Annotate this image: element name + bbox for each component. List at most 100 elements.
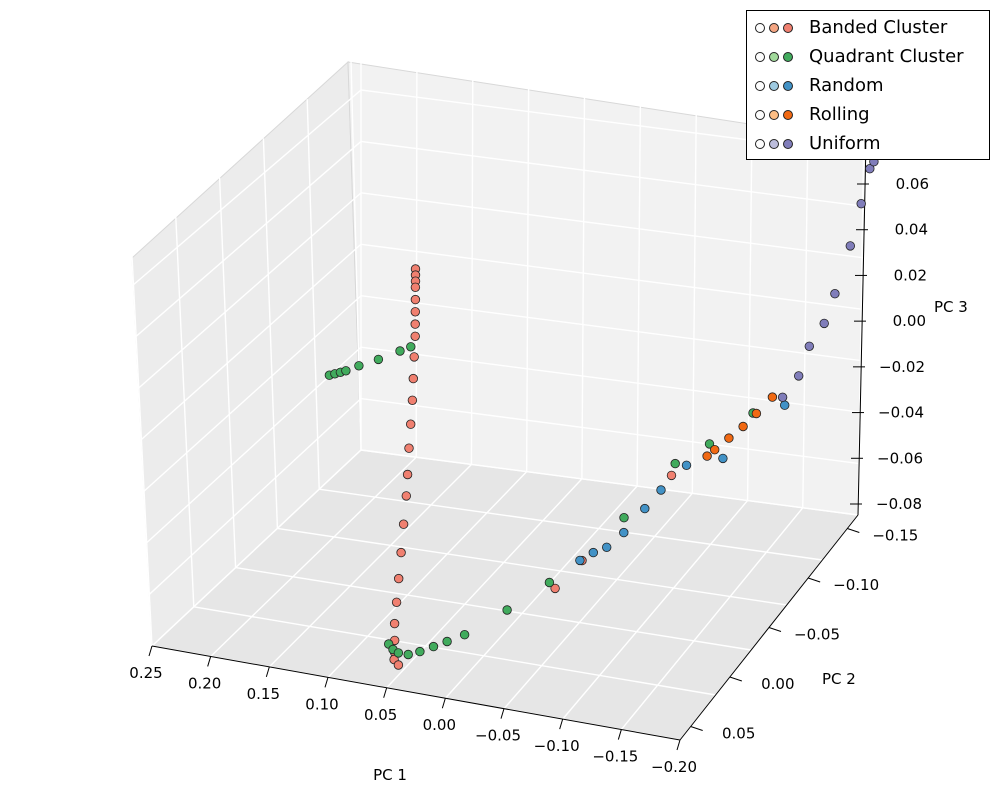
back-gridline-x <box>636 96 642 487</box>
back-gridline-z <box>360 397 860 465</box>
x-tick-mark <box>265 666 270 678</box>
floor-gridline-x <box>210 456 417 657</box>
data-point <box>410 282 421 293</box>
data-point <box>404 443 414 453</box>
legend-marker-dot <box>755 109 765 120</box>
x-axis-label: PC 1 <box>373 766 407 784</box>
legend-label: Random <box>809 75 884 96</box>
data-point <box>670 458 680 469</box>
left-gridline-z <box>131 89 362 287</box>
legend-marker <box>755 50 805 64</box>
legend-item: Random <box>755 71 884 100</box>
data-point <box>395 346 405 356</box>
z-axis-label: PC 3 <box>934 298 968 316</box>
back-gridline-x <box>415 67 418 458</box>
legend-marker-dot <box>783 51 793 62</box>
data-point <box>410 294 421 305</box>
legend-marker <box>755 79 805 93</box>
data-point <box>428 641 439 652</box>
data-point <box>702 451 712 461</box>
legend-label: Rolling <box>809 104 870 125</box>
x-tick-mark <box>441 698 446 709</box>
x-axis-line <box>151 645 681 741</box>
data-point <box>710 445 720 455</box>
z-tick-label: −0.02 <box>879 358 925 376</box>
legend-marker-dot <box>769 22 779 33</box>
data-point <box>402 469 413 480</box>
legend-item: Rolling <box>755 100 870 129</box>
x-axis-ticks: 0.25 0.20 0.15 0.10 0.05 0.00 −0.05 −0.10 −0.15−… <box>129 645 697 776</box>
data-point <box>640 503 650 514</box>
data-point <box>718 453 728 464</box>
legend-marker-dot <box>769 138 779 149</box>
left-gridline-z <box>134 140 362 338</box>
legend: Banded Cluster Quadrant Cluster Random Roll… <box>746 10 990 160</box>
data-point <box>865 163 875 174</box>
data-point <box>602 542 612 553</box>
x-tick-label: 0.20 <box>188 674 221 692</box>
data-point <box>751 408 762 419</box>
left-gridline-z <box>137 192 362 390</box>
z-tick-label: 0.00 <box>893 312 926 330</box>
data-point <box>704 439 715 449</box>
x-tick-label: −0.05 <box>475 727 521 745</box>
x-tick-mark <box>617 729 622 740</box>
data-point <box>391 597 402 608</box>
legend-marker-dot <box>783 109 793 120</box>
floor-gridline-y <box>235 566 752 651</box>
data-point <box>738 421 748 432</box>
x-tick-mark <box>559 718 564 730</box>
legend-marker-dot <box>769 51 779 62</box>
x-tick-label: 0.10 <box>305 695 338 713</box>
z-tick-label: 0.04 <box>895 221 928 239</box>
data-point <box>398 519 409 529</box>
data-point <box>354 361 364 371</box>
data-point <box>830 289 840 299</box>
y-tick-mark <box>768 627 782 632</box>
legend-item: Banded Cluster <box>755 13 947 42</box>
data-point <box>406 342 416 352</box>
data-point <box>780 400 790 410</box>
data-point <box>502 605 512 615</box>
legend-marker-dot <box>755 22 765 33</box>
data-point <box>619 513 629 523</box>
legend-marker-dot <box>755 51 765 62</box>
x-tick-mark <box>500 708 505 719</box>
left-gridline-y <box>131 255 153 647</box>
legend-marker <box>755 21 805 35</box>
x-tick-label: −0.10 <box>534 737 580 755</box>
back-gridline-z <box>360 140 865 208</box>
data-point <box>794 371 804 381</box>
floor-gridline-y <box>277 527 787 606</box>
data-point <box>396 547 406 558</box>
y-axis-label: PC 2 <box>822 670 856 688</box>
floor-gridline-x <box>327 471 528 678</box>
left-gridline-y <box>218 177 237 568</box>
data-point <box>393 648 404 658</box>
floor-gridline-x <box>562 500 749 720</box>
data-point <box>410 319 420 329</box>
data-point <box>550 583 560 594</box>
y-tick-label: −0.10 <box>833 576 879 594</box>
z-tick-label: 0.02 <box>894 266 927 284</box>
floor-gridline-x <box>620 507 804 730</box>
x-tick-label: 0.05 <box>364 706 397 724</box>
y-tick-mark <box>690 726 703 731</box>
back-gridline-x <box>470 74 474 465</box>
x-tick-mark <box>148 645 153 657</box>
y-tick-mark <box>808 577 821 583</box>
data-point <box>459 630 470 640</box>
back-gridline-z <box>360 449 859 516</box>
floor-gridline-y <box>319 488 823 561</box>
data-point <box>681 460 692 471</box>
y-axis-ticks: −0.15 −0.10 −0.05 0.00 0.05 <box>690 527 918 743</box>
data-point <box>410 331 420 342</box>
legend-label: Banded Cluster <box>809 17 948 38</box>
y-tick-label: 0.00 <box>761 675 794 693</box>
x-tick-mark <box>383 687 388 698</box>
left-gridline-z <box>142 295 362 493</box>
legend-marker-dot <box>755 80 765 91</box>
data-point <box>401 491 412 501</box>
data-point <box>804 341 815 352</box>
